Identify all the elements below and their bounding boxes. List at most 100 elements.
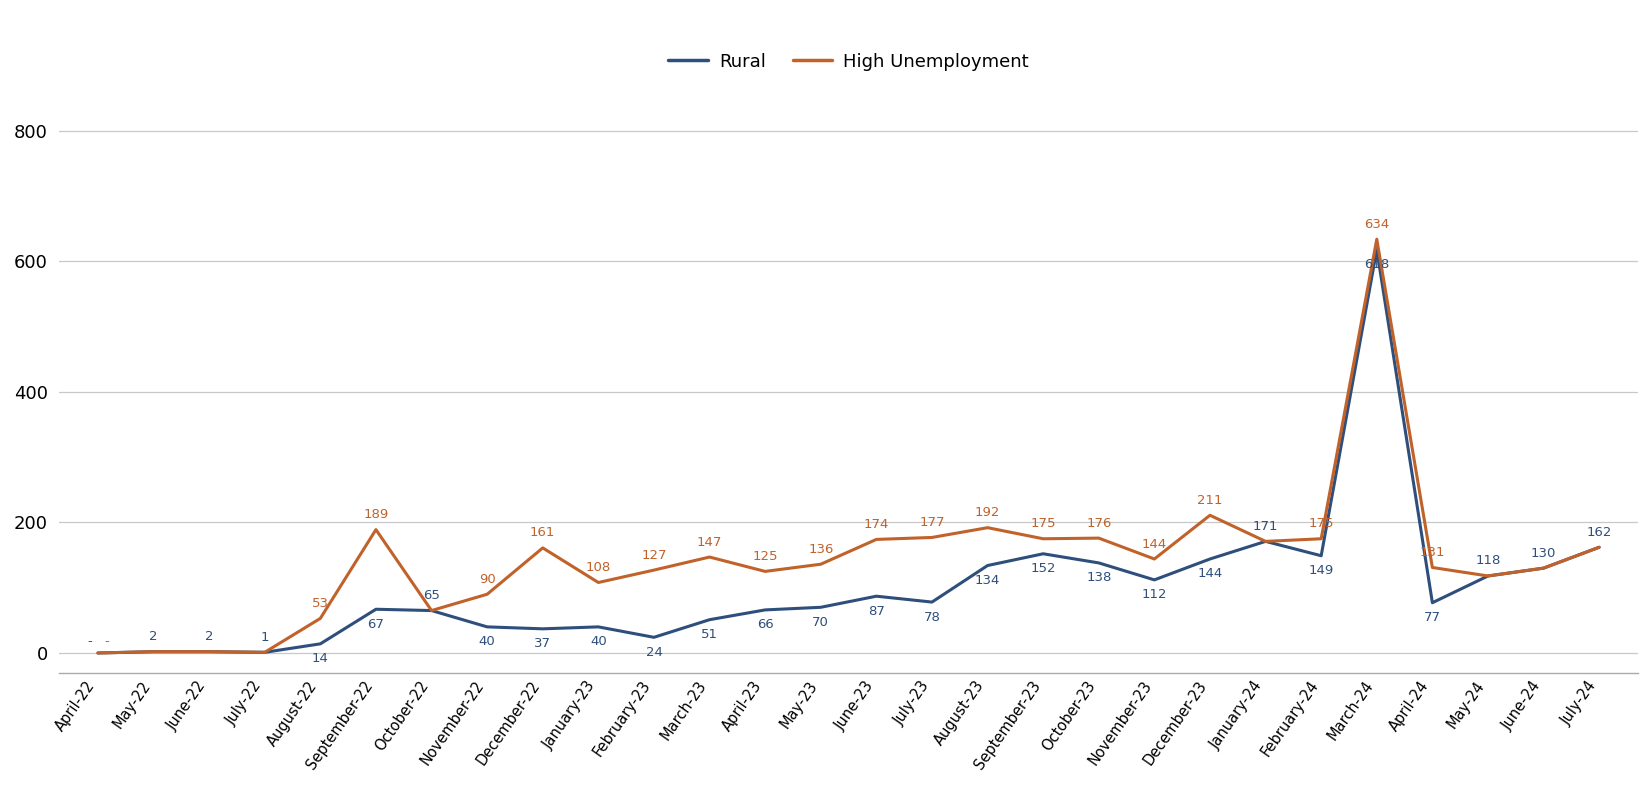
High Unemployment <box>88 648 107 658</box>
Text: 144: 144 <box>1198 567 1222 581</box>
Text: 1: 1 <box>261 631 269 644</box>
High Unemployment <box>1589 542 1609 552</box>
Text: -: - <box>88 635 93 648</box>
High Unemployment <box>1479 571 1498 581</box>
Rural <box>700 615 720 624</box>
Text: 152: 152 <box>1031 562 1056 575</box>
Rural <box>1533 564 1553 573</box>
High Unemployment <box>700 553 720 562</box>
Text: 134: 134 <box>975 574 999 587</box>
Text: 112: 112 <box>1142 589 1166 601</box>
Text: 70: 70 <box>813 615 829 629</box>
High Unemployment <box>1366 234 1386 244</box>
Rural <box>421 606 441 615</box>
Rural <box>1422 598 1442 608</box>
Text: 176: 176 <box>1085 516 1112 530</box>
Text: 174: 174 <box>864 518 889 531</box>
High Unemployment <box>1089 534 1108 543</box>
High Unemployment <box>1256 537 1275 546</box>
High Unemployment <box>978 523 998 532</box>
Rural <box>534 624 553 634</box>
Text: 78: 78 <box>923 611 940 623</box>
High Unemployment <box>1312 534 1332 543</box>
Text: 40: 40 <box>479 635 496 648</box>
Text: 87: 87 <box>867 604 885 618</box>
Rural <box>644 633 664 642</box>
Rural <box>755 605 775 615</box>
Text: 211: 211 <box>1198 494 1222 507</box>
Rural <box>1145 575 1165 585</box>
Text: 171: 171 <box>1252 520 1279 533</box>
Text: 149: 149 <box>1308 564 1333 577</box>
High Unemployment <box>811 560 831 569</box>
Text: 14: 14 <box>312 652 329 665</box>
High Unemployment <box>922 533 942 542</box>
Rural <box>1479 571 1498 581</box>
Text: 175: 175 <box>1031 517 1056 531</box>
Text: 130: 130 <box>1531 546 1556 560</box>
High Unemployment <box>534 543 553 553</box>
High Unemployment <box>200 647 220 656</box>
Rural <box>200 647 220 656</box>
Text: 24: 24 <box>646 646 662 659</box>
Text: 131: 131 <box>1419 546 1446 559</box>
Rural <box>367 604 387 614</box>
High Unemployment <box>367 525 387 534</box>
Rural <box>866 592 885 601</box>
Text: 161: 161 <box>530 527 555 539</box>
Rural <box>1032 549 1052 559</box>
Text: 138: 138 <box>1085 571 1112 585</box>
Text: 162: 162 <box>1586 526 1612 538</box>
Text: 53: 53 <box>312 597 329 610</box>
High Unemployment <box>866 534 885 544</box>
Line: Rural: Rural <box>97 250 1599 653</box>
Rural <box>1366 245 1386 255</box>
High Unemployment <box>588 578 608 587</box>
Text: 177: 177 <box>919 516 945 529</box>
High Unemployment <box>311 614 330 623</box>
Rural <box>978 560 998 570</box>
Text: 189: 189 <box>363 508 388 521</box>
Legend: Rural, High Unemployment: Rural, High Unemployment <box>661 46 1036 79</box>
Text: 634: 634 <box>1365 218 1389 231</box>
Text: 618: 618 <box>1365 258 1389 271</box>
Text: 2: 2 <box>205 630 213 643</box>
Rural <box>254 648 274 657</box>
High Unemployment <box>421 606 441 615</box>
Rural <box>1089 558 1108 567</box>
Text: 40: 40 <box>590 635 606 648</box>
Text: 51: 51 <box>700 628 719 641</box>
High Unemployment <box>1422 563 1442 572</box>
Text: 2: 2 <box>149 630 159 643</box>
High Unemployment <box>1032 534 1052 543</box>
High Unemployment <box>254 648 274 657</box>
High Unemployment <box>1145 554 1165 564</box>
High Unemployment <box>1199 511 1219 520</box>
Rural <box>88 648 107 658</box>
High Unemployment <box>144 647 164 656</box>
High Unemployment <box>644 565 664 575</box>
Text: 66: 66 <box>757 619 773 631</box>
Rural <box>477 623 497 632</box>
Text: 127: 127 <box>641 549 667 562</box>
Rural <box>922 597 942 607</box>
Rural <box>144 647 164 656</box>
Rural <box>1199 554 1219 564</box>
Line: High Unemployment: High Unemployment <box>97 239 1599 653</box>
Rural <box>311 639 330 648</box>
Text: 125: 125 <box>752 550 778 563</box>
Text: 192: 192 <box>975 506 999 520</box>
Rural <box>811 603 831 612</box>
Text: 136: 136 <box>808 543 834 556</box>
Rural <box>1589 542 1609 552</box>
High Unemployment <box>1533 564 1553 573</box>
High Unemployment <box>477 590 497 599</box>
Text: 118: 118 <box>1475 554 1500 567</box>
Text: 175: 175 <box>1308 517 1333 531</box>
Text: -: - <box>104 635 109 648</box>
Text: 147: 147 <box>697 535 722 549</box>
Text: 144: 144 <box>1142 538 1166 550</box>
High Unemployment <box>755 567 775 576</box>
Text: 108: 108 <box>586 561 611 574</box>
Text: 67: 67 <box>367 618 385 630</box>
